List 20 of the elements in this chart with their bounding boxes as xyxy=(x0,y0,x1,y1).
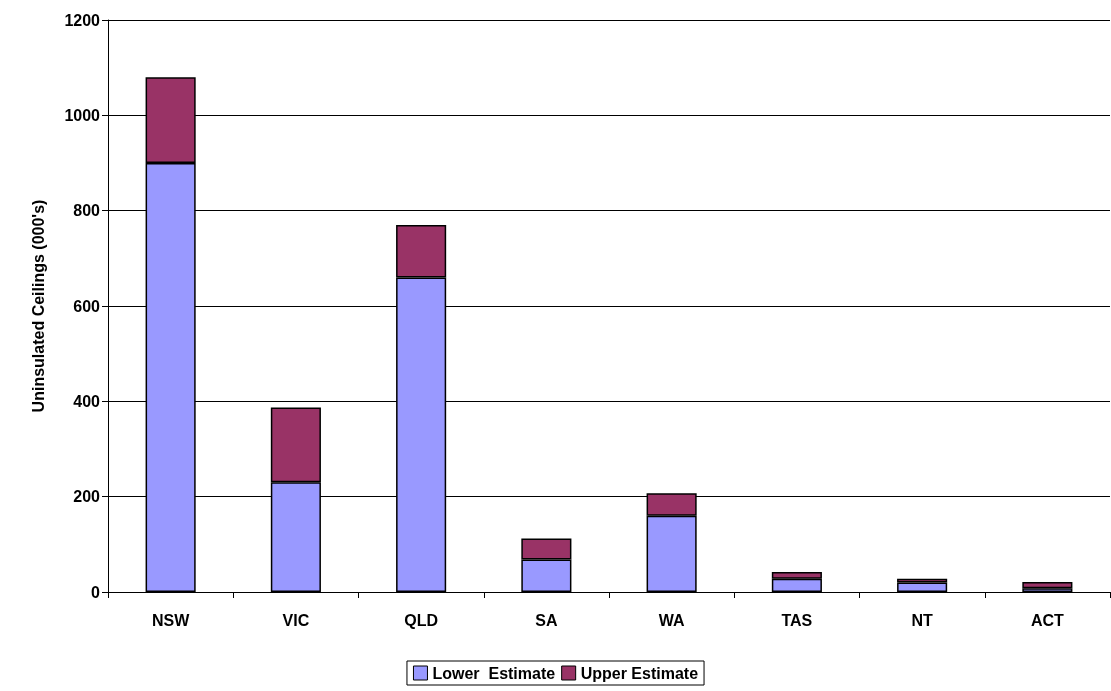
x-tick-label: NSW xyxy=(151,611,191,629)
bar xyxy=(897,582,948,592)
x-tick-label: ACT xyxy=(1030,611,1065,629)
y-tick-label: 400 xyxy=(73,392,101,410)
legend-label: Lower Estimate xyxy=(432,664,556,682)
y-axis-title: Uninsulated Ceilings (000's) xyxy=(29,199,47,413)
legend-label: Upper Estimate xyxy=(580,664,699,682)
y-tick-label: 1200 xyxy=(64,11,101,29)
y-tick-label: 800 xyxy=(73,202,101,220)
x-tick-label: NT xyxy=(911,611,934,629)
x-tick-label: QLD xyxy=(404,611,439,629)
y-tick-label: 200 xyxy=(73,488,101,506)
x-tick-label: VIC xyxy=(282,611,310,629)
x-tick-label: TAS xyxy=(781,611,813,629)
y-tick-label: 600 xyxy=(73,297,101,315)
y-tick-label: 1000 xyxy=(64,106,101,124)
x-tick-label: SA xyxy=(535,611,558,629)
y-tick-label: 0 xyxy=(91,583,101,601)
bar xyxy=(1022,581,1073,589)
x-tick-label: WA xyxy=(658,611,685,629)
